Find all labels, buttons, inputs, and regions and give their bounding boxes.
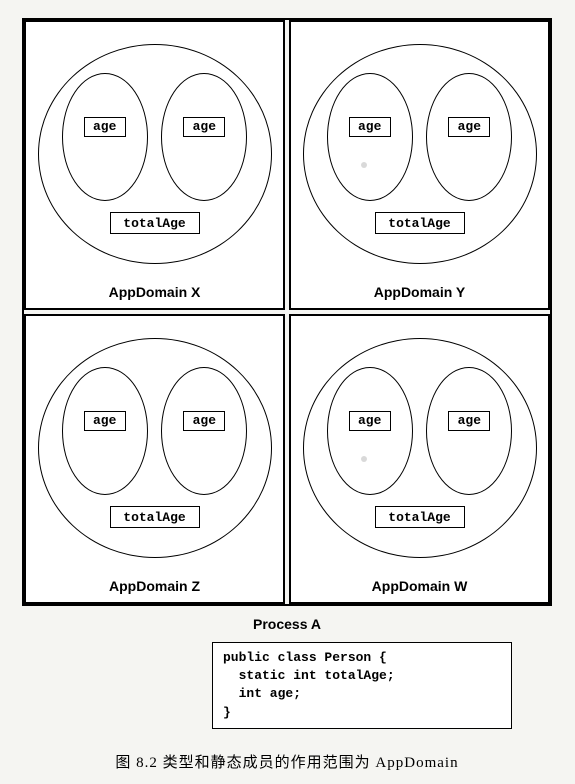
inner-ellipse-right: age	[426, 367, 512, 495]
age-label-box: age	[84, 117, 126, 137]
appdomain-cell-z: age age totalAge AppDomain Z	[24, 314, 285, 604]
code-snippet: public class Person { static int totalAg…	[212, 642, 512, 729]
totalage-label-box: totalAge	[375, 212, 465, 234]
inner-ellipse-left: age	[327, 367, 413, 495]
outer-ellipse: age age totalAge	[303, 44, 537, 264]
inner-ellipse-right: age	[161, 367, 247, 495]
process-label: Process A	[22, 616, 552, 632]
appdomain-cell-x: age age totalAge AppDomain X	[24, 20, 285, 310]
inner-ellipse-left: age	[327, 73, 413, 201]
totalage-label-box: totalAge	[110, 212, 200, 234]
age-label-box: age	[183, 411, 225, 431]
appdomain-label: AppDomain W	[372, 578, 468, 594]
age-label-box: age	[349, 411, 391, 431]
appdomain-grid: age age totalAge AppDomain X age age totalAge A…	[22, 18, 552, 606]
inner-ellipse-left: age	[62, 367, 148, 495]
appdomain-label: AppDomain X	[109, 284, 201, 300]
totalage-label-box: totalAge	[375, 506, 465, 528]
age-label-box: age	[349, 117, 391, 137]
outer-ellipse: age age totalAge	[38, 44, 272, 264]
appdomain-label: AppDomain Y	[374, 284, 466, 300]
inner-ellipse-right: age	[426, 73, 512, 201]
totalage-label-box: totalAge	[110, 506, 200, 528]
outer-ellipse: age age totalAge	[303, 338, 537, 558]
inner-ellipse-right: age	[161, 73, 247, 201]
appdomain-cell-y: age age totalAge AppDomain Y	[289, 20, 550, 310]
figure-caption: 图 8.2 类型和静态成员的作用范围为 AppDomain	[22, 751, 552, 772]
outer-ellipse: age age totalAge	[38, 338, 272, 558]
figure-page: age age totalAge AppDomain X age age totalAge A…	[22, 18, 552, 772]
age-label-box: age	[448, 411, 490, 431]
appdomain-cell-w: age age totalAge AppDomain W	[289, 314, 550, 604]
age-label-box: age	[84, 411, 126, 431]
age-label-box: age	[448, 117, 490, 137]
inner-ellipse-left: age	[62, 73, 148, 201]
appdomain-label: AppDomain Z	[109, 578, 200, 594]
age-label-box: age	[183, 117, 225, 137]
